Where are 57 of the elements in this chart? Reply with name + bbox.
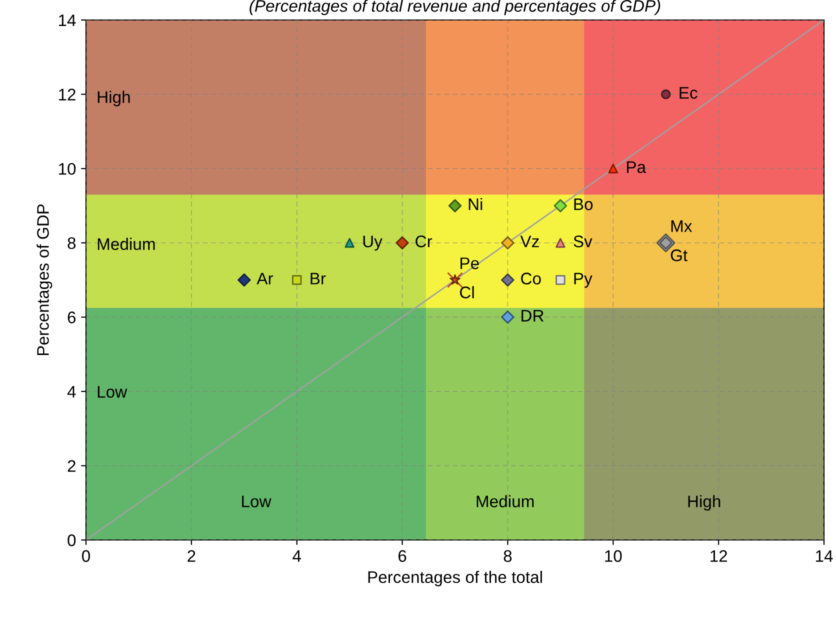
y-axis-title: Percentages of GDP xyxy=(36,204,52,356)
series-label: Ar xyxy=(256,272,274,284)
band-label: Low xyxy=(98,386,128,398)
series-label: Cl xyxy=(460,286,474,298)
band-label: High xyxy=(98,90,130,106)
band-label: Medium xyxy=(476,495,534,508)
point xyxy=(447,272,463,288)
x-tick-label: 8 xyxy=(504,550,512,562)
series-label: Vz xyxy=(520,236,539,248)
band-label: Medium xyxy=(98,238,155,250)
series-label: Pa xyxy=(627,161,646,174)
x-axis-title: Percentages of the total xyxy=(368,570,542,586)
x-tick-label: 2 xyxy=(188,550,196,562)
y-tick-label: 10 xyxy=(59,162,76,175)
point xyxy=(608,164,618,174)
point xyxy=(556,275,566,285)
point xyxy=(448,199,462,212)
point xyxy=(554,199,568,212)
y-tick-label: 4 xyxy=(67,386,76,398)
y-tick-label: 8 xyxy=(68,237,76,250)
point xyxy=(292,275,302,285)
series-label: Sv xyxy=(574,236,592,248)
series-label: Mx xyxy=(671,220,692,232)
y-tick-label: 14 xyxy=(59,14,76,26)
series-label: Co xyxy=(521,272,541,284)
x-tick-label: 0 xyxy=(82,550,90,562)
band-label: High xyxy=(688,495,720,511)
series-label: Uy xyxy=(363,236,382,251)
y-tick-label: 0 xyxy=(68,534,76,546)
point xyxy=(396,236,409,250)
point xyxy=(501,273,514,287)
series-label: DR xyxy=(522,310,544,322)
series-label: Cr xyxy=(416,236,432,248)
series-label: Ec xyxy=(680,87,698,99)
series-label: Gt xyxy=(670,249,688,262)
series-label: Ni xyxy=(468,198,482,210)
y-tick-label: 2 xyxy=(68,460,76,472)
point xyxy=(344,238,354,248)
x-tick-label: 14 xyxy=(816,550,833,562)
y-tick-label: 12 xyxy=(59,88,76,100)
series-label: Py xyxy=(574,272,592,288)
series-label: Bo xyxy=(574,198,593,210)
point xyxy=(450,274,460,285)
series-label: Pe xyxy=(460,258,479,270)
chart-title: (Percentages of total revenue and percentages of GDP) xyxy=(250,0,660,16)
series-label: Br xyxy=(310,272,326,284)
point xyxy=(238,273,251,287)
point xyxy=(556,238,566,248)
x-tick-label: 12 xyxy=(710,550,728,562)
x-tick-label: 4 xyxy=(292,550,302,562)
x-tick-label: 6 xyxy=(398,550,406,562)
y-tick-label: 6 xyxy=(68,312,76,324)
x-tick-label: 10 xyxy=(605,550,622,562)
point xyxy=(660,89,671,100)
band-label: Low xyxy=(242,496,272,508)
point xyxy=(501,310,514,324)
point xyxy=(501,236,514,250)
